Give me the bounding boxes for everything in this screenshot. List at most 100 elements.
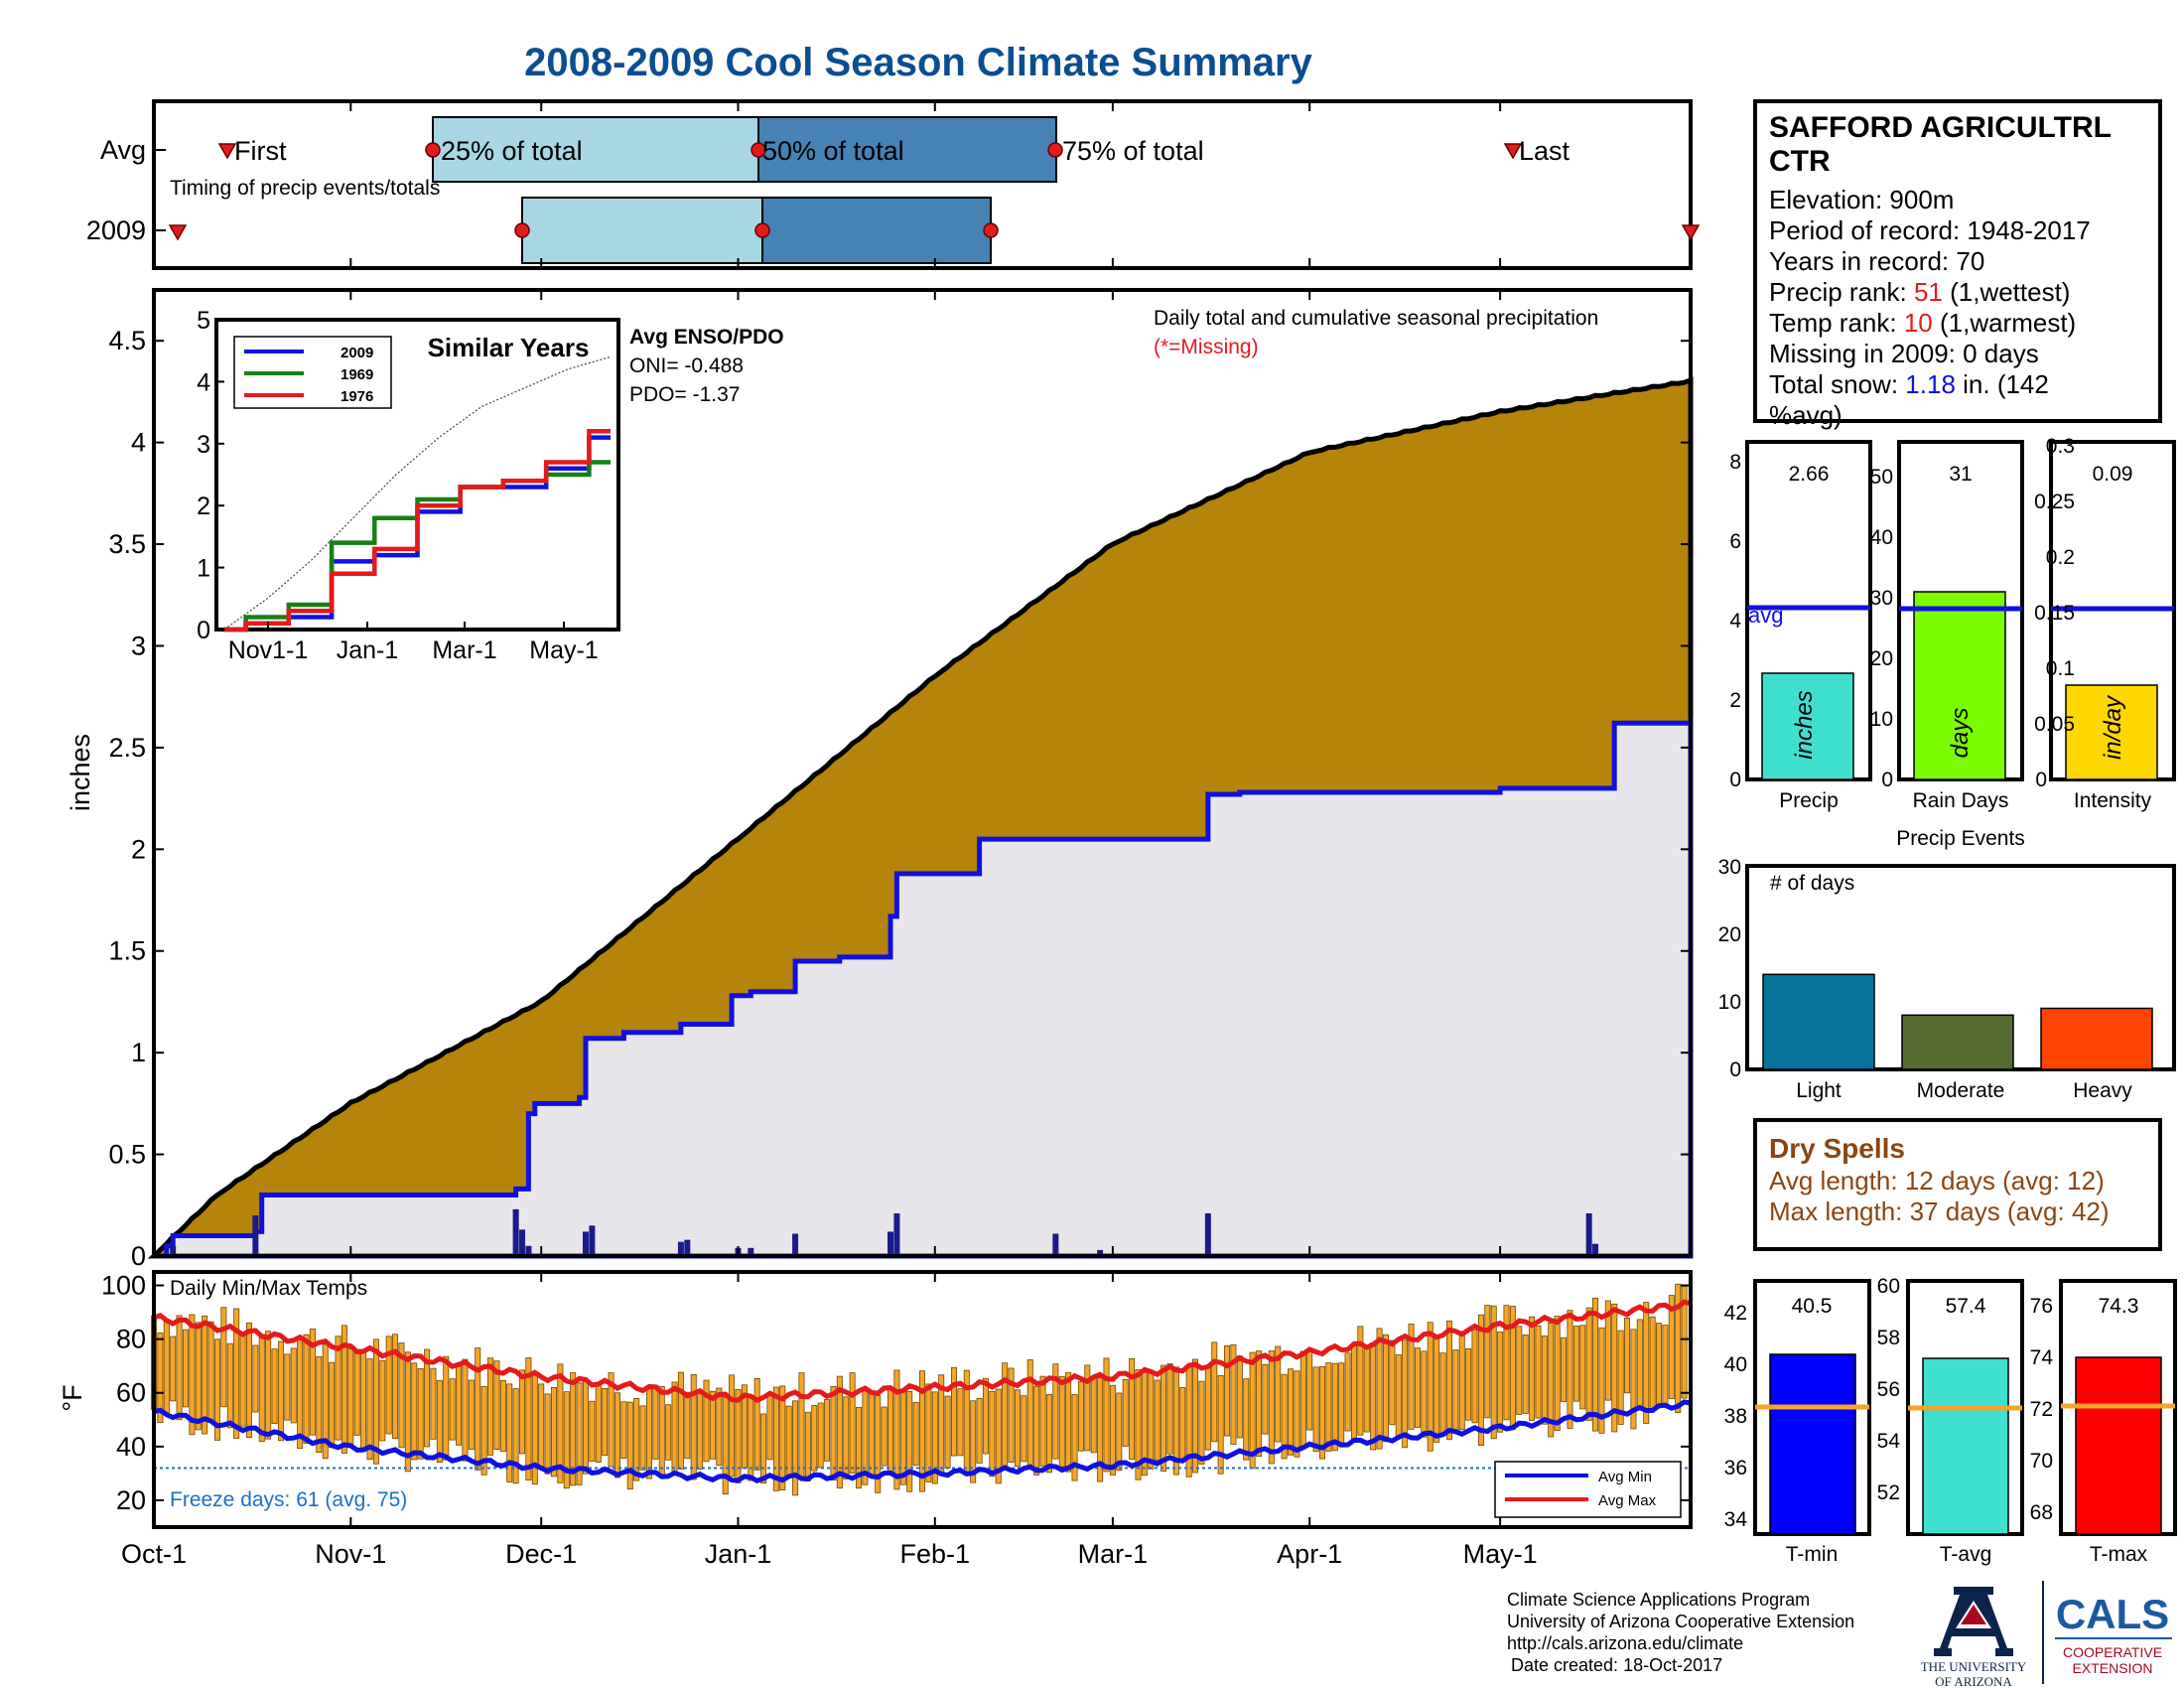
tmax-ytick: 70 xyxy=(2030,1450,2053,1473)
tmin-bar xyxy=(1769,1353,1856,1535)
legend-avg-min: Avg Min xyxy=(1598,1469,1652,1485)
precip-avg-label: avg xyxy=(1748,603,1783,628)
main-ytick: 1.5 xyxy=(108,936,146,966)
temp-ytick: 60 xyxy=(116,1378,146,1408)
daily-temp-bar xyxy=(856,1406,863,1489)
daily-temp-bar xyxy=(836,1375,843,1489)
daily-temp-bar xyxy=(475,1347,481,1471)
daily-temp-bar xyxy=(658,1385,665,1478)
daily-temp-bar xyxy=(931,1391,938,1484)
daily-temp-bar xyxy=(1624,1318,1631,1394)
daily-temp-bar xyxy=(563,1391,570,1489)
year-50-marker xyxy=(754,222,770,238)
daily-temp-bar xyxy=(798,1372,805,1477)
daily-temp-bar xyxy=(1611,1303,1618,1433)
events-bar-heavy xyxy=(2040,1007,2153,1070)
daily-temp-bar xyxy=(1592,1297,1599,1432)
daily-temp-bar xyxy=(1077,1381,1084,1452)
daily-temp-bar xyxy=(1585,1307,1592,1421)
daily-temp-bar xyxy=(398,1342,405,1449)
main-ytick: 1 xyxy=(131,1038,146,1067)
main-ytick: 3 xyxy=(131,631,146,660)
daily-temp-bar xyxy=(430,1367,437,1440)
daily-temp-bar xyxy=(645,1388,652,1479)
daily-precip-bar xyxy=(1592,1243,1599,1256)
similar-years-inset: 0 1 2 3 4 5 Nov1-1 Jan-1 Mar-1 May-1 Similar Yea… xyxy=(197,307,784,664)
timing-panel: Avg 2009 First 25% of total 50% of total… xyxy=(86,99,1701,270)
events-cat-heavy: Heavy xyxy=(2073,1079,2132,1102)
daily-temp-bar xyxy=(614,1392,620,1478)
tmin-value: 40.5 xyxy=(1792,1295,1833,1318)
enso-pdo: PDO= -1.37 xyxy=(629,383,740,406)
daily-temp-bar xyxy=(684,1391,691,1460)
daily-temp-bar xyxy=(1529,1316,1536,1421)
enso-oni: ONI= -0.488 xyxy=(629,354,744,377)
tavg-yticks: 52 54 56 58 60 xyxy=(1877,1275,1901,1504)
daily-temp-bar xyxy=(925,1383,932,1482)
daily-temp-bar xyxy=(760,1413,767,1483)
daily-temp-bar xyxy=(163,1319,170,1415)
daily-temp-bar xyxy=(1338,1362,1345,1448)
daily-temp-bar xyxy=(1021,1395,1027,1463)
daily-temp-bar xyxy=(1090,1377,1097,1454)
daily-temp-bar xyxy=(290,1347,297,1424)
daily-temp-bar xyxy=(449,1378,456,1441)
inset-legend: 2009 1969 1976 xyxy=(233,336,392,409)
daily-temp-bar xyxy=(1503,1305,1510,1421)
daily-temp-bar xyxy=(1236,1355,1243,1439)
timing-50: 50% of total xyxy=(762,136,904,166)
daily-temp-bar xyxy=(589,1400,596,1462)
daily-temp-bar xyxy=(1554,1316,1561,1431)
precip-yticks: 0 2 4 6 8 xyxy=(1729,451,1741,791)
daily-precip-bar xyxy=(677,1241,684,1256)
year-25-marker xyxy=(514,222,530,238)
daily-temp-bar xyxy=(1604,1300,1611,1401)
daily-temp-bar xyxy=(1522,1334,1529,1414)
daily-temp-bar xyxy=(366,1358,373,1461)
ua-logo: THE UNIVERSITY OF ARIZONA CALS COOPERATI… xyxy=(1921,1581,2172,1688)
temp-ytick: 20 xyxy=(116,1485,146,1515)
daily-temp-bar xyxy=(1097,1377,1104,1482)
daily-temp-bar xyxy=(893,1369,900,1490)
timing-75: 75% of total xyxy=(1062,136,1204,166)
daily-temp-bar xyxy=(976,1397,983,1464)
inset-legend-2009: 2009 xyxy=(341,345,373,361)
raindays-ytick: 40 xyxy=(1870,526,1893,549)
timing-first: First xyxy=(234,136,287,166)
daily-temp-bar xyxy=(1452,1349,1459,1433)
daily-temp-bar xyxy=(1045,1394,1052,1474)
daily-temp-bar xyxy=(1275,1345,1282,1443)
inset-legend-1976: 1976 xyxy=(341,388,373,405)
daily-temp-bar xyxy=(404,1351,411,1473)
daily-temp-bar xyxy=(970,1400,977,1483)
daily-temp-bar xyxy=(1382,1334,1389,1443)
daily-precip-bar xyxy=(893,1212,900,1256)
daily-precip-bar xyxy=(887,1231,894,1256)
daily-temp-bar xyxy=(1344,1352,1351,1432)
daily-temp-bar xyxy=(170,1336,177,1402)
timing-last: Last xyxy=(1519,136,1570,166)
enso-title: Avg ENSO/PDO xyxy=(629,326,784,349)
daily-temp-bar xyxy=(392,1334,399,1440)
daily-precip-bar xyxy=(252,1215,259,1256)
inset-title: Similar Years xyxy=(428,333,590,362)
daily-temp-bar xyxy=(1318,1365,1325,1460)
tmin-ytick: 42 xyxy=(1724,1302,1747,1325)
daily-temp-bar xyxy=(1363,1347,1370,1433)
daily-temp-bar xyxy=(1281,1373,1288,1460)
daily-temp-bar xyxy=(182,1329,189,1408)
daily-temp-bar xyxy=(830,1386,837,1481)
daily-temp-bar xyxy=(652,1384,659,1460)
raindays-ytick: 0 xyxy=(1881,769,1893,791)
timing-year-label: 2009 xyxy=(86,215,146,245)
daily-precip-bar xyxy=(582,1231,589,1256)
daily-temp-bar xyxy=(1135,1369,1142,1480)
daily-temp-bar xyxy=(252,1344,259,1413)
daily-temp-bar xyxy=(1172,1366,1179,1476)
ua-text-2: OF ARIZONA xyxy=(1935,1674,2012,1688)
temps-legend: Avg Min Avg Max xyxy=(1494,1461,1682,1518)
daily-temp-bar xyxy=(1427,1322,1433,1452)
daily-precip-bar xyxy=(1097,1249,1104,1256)
daily-temp-bar xyxy=(1306,1348,1313,1431)
daily-temp-bar xyxy=(1129,1357,1136,1461)
